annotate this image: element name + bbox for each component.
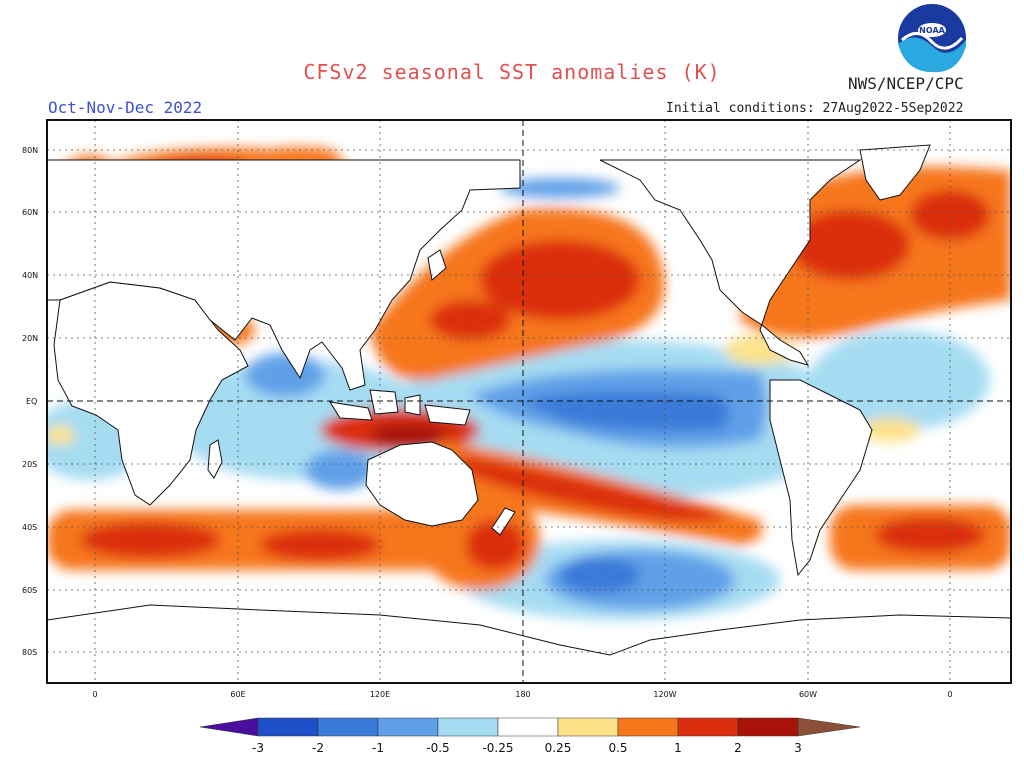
colorbar-swatch (377, 717, 439, 737)
lon-label: 60W (799, 690, 817, 699)
graticule (47, 120, 1011, 683)
colorbar-label: 0.25 (545, 741, 572, 755)
lon-label: 180 (515, 690, 530, 699)
lon-label: 120W (653, 690, 676, 699)
lat-label: 20N (22, 334, 38, 343)
map-frame (46, 119, 1012, 684)
colorbar-label: 2 (734, 741, 742, 755)
chart-title: CFSv2 seasonal SST anomalies (K) (303, 60, 721, 84)
noaa-logo-text: NOAA (919, 26, 945, 35)
colorbar-label: 0.5 (608, 741, 627, 755)
longitude-labels: 0 60E 120E 180 120W 60W 0 (92, 690, 952, 699)
season-label: Oct-Nov-Dec 2022 (48, 98, 203, 117)
lat-label: 60N (22, 208, 38, 217)
lat-label: 80N (22, 146, 38, 155)
colorbar-swatch (617, 717, 679, 737)
lat-label: 40S (22, 523, 37, 532)
lat-label: EQ (26, 397, 37, 406)
colorbar-max-arrow (797, 717, 861, 737)
lat-label: 40N (22, 271, 38, 280)
colorbar-label: -1 (372, 741, 384, 755)
latitude-labels: 80N 60N 40N 20N EQ 20S 40S 60S 80S (22, 146, 38, 657)
colorbar-swatch (677, 717, 739, 737)
colorbar-label: 1 (674, 741, 682, 755)
colorbar: -3 -2 -1 -0.5 -0.25 0.25 0.5 1 2 3 (199, 717, 861, 755)
lat-label: 60S (22, 586, 37, 595)
land-masses (47, 144, 1011, 683)
colorbar-label: -3 (252, 741, 264, 755)
noaa-logo-icon: NOAA (898, 4, 966, 73)
lat-label: 80S (22, 648, 37, 657)
colorbar-label: 3 (794, 741, 802, 755)
colorbar-min-arrow (199, 717, 259, 737)
lon-label: 120E (370, 690, 390, 699)
colorbar-label: -0.5 (426, 741, 449, 755)
colorbar-label: -2 (312, 741, 324, 755)
colorbar-swatch (737, 717, 799, 737)
colorbar-swatch (257, 717, 319, 737)
lon-label: 60E (230, 690, 245, 699)
lon-label: 0 (947, 690, 952, 699)
colorbar-swatch (437, 717, 499, 737)
lon-label: 0 (92, 690, 97, 699)
organization-label: NWS/NCEP/CPC (848, 74, 964, 93)
colorbar-swatch (557, 717, 619, 737)
lat-label: 20S (22, 460, 37, 469)
colorbar-swatch (317, 717, 379, 737)
initial-conditions-label: Initial conditions: 27Aug2022-5Sep2022 (666, 101, 964, 116)
colorbar-swatch (497, 717, 559, 737)
colorbar-label: -0.25 (482, 741, 513, 755)
